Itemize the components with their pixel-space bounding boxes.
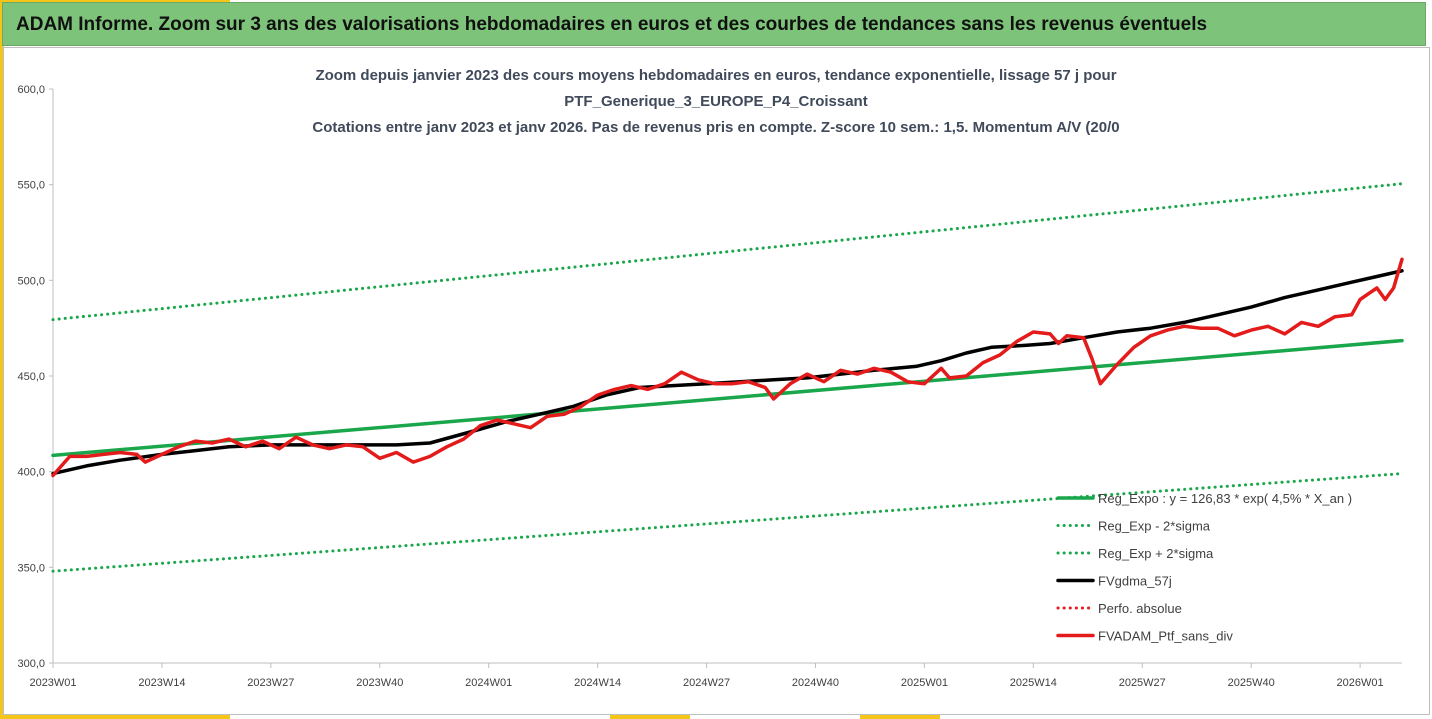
x-tick-label: 2024W14 xyxy=(574,677,621,689)
x-tick-label: 2023W14 xyxy=(138,677,185,689)
x-tick-label: 2024W40 xyxy=(792,677,839,689)
chart-title-line-2: PTF_Generique_3_EUROPE_P4_Croissant xyxy=(564,93,868,110)
series-line-0 xyxy=(51,338,1404,458)
legend-label: FVgdma_57j xyxy=(1098,574,1172,589)
y-tick-label: 550,0 xyxy=(17,180,45,192)
chart-title-line-1: Zoom depuis janvier 2023 des cours moyen… xyxy=(315,67,1117,84)
x-tick-label: 2023W27 xyxy=(247,677,294,689)
chart-title-line-3: Cotations entre janv 2023 et janv 2026. … xyxy=(312,119,1120,136)
y-tick-label: 400,0 xyxy=(17,467,45,479)
report-banner: ADAM Informe. Zoom sur 3 ans des valoris… xyxy=(2,2,1426,46)
legend: Reg_Expo : y = 126,83 * exp( 4,5% * X_an… xyxy=(1056,491,1352,644)
x-tick-label: 2025W01 xyxy=(901,677,948,689)
legend-label: Reg_Exp - 2*sigma xyxy=(1098,519,1211,534)
axes: 300,0 350,0 400,0 450,0 500,0 550,0 600,0 2023W… xyxy=(17,84,1402,689)
y-tick-label: 600,0 xyxy=(17,84,45,96)
legend-label: Reg_Exp + 2*sigma xyxy=(1098,546,1214,561)
y-tick-label: 450,0 xyxy=(17,371,45,383)
series-lines xyxy=(51,182,1404,573)
series-line-1 xyxy=(51,472,1404,573)
y-tick-label: 350,0 xyxy=(17,562,45,574)
x-tick-label: 2025W40 xyxy=(1228,677,1275,689)
series-line-2 xyxy=(51,182,1404,322)
chart-frame xyxy=(2,47,1430,715)
legend-label: FVADAM_Ptf_sans_div xyxy=(1098,629,1233,644)
x-tick-label: 2023W01 xyxy=(29,677,76,689)
y-tick-label: 500,0 xyxy=(17,275,45,287)
banner-title: ADAM Informe. Zoom sur 3 ans des valoris… xyxy=(16,14,1208,35)
accent-bar-bottom-mid2 xyxy=(860,714,940,719)
x-tick-label: 2024W01 xyxy=(465,677,512,689)
accent-bar-bottom-left xyxy=(0,714,230,719)
series-line-3 xyxy=(51,269,1404,476)
accent-bar-bottom-mid xyxy=(610,714,690,719)
y-tick-label: 300,0 xyxy=(17,658,45,670)
series-line-5 xyxy=(51,257,1404,478)
legend-label: Reg_Expo : y = 126,83 * exp( 4,5% * X_an… xyxy=(1098,491,1352,506)
x-tick-label: 2025W14 xyxy=(1010,677,1057,689)
x-tick-label: 2023W40 xyxy=(356,677,403,689)
x-tick-label: 2024W27 xyxy=(683,677,730,689)
x-tick-label: 2025W27 xyxy=(1119,677,1166,689)
legend-label: Perfo. absolue xyxy=(1098,601,1182,616)
x-tick-label: 2026W01 xyxy=(1337,677,1384,689)
